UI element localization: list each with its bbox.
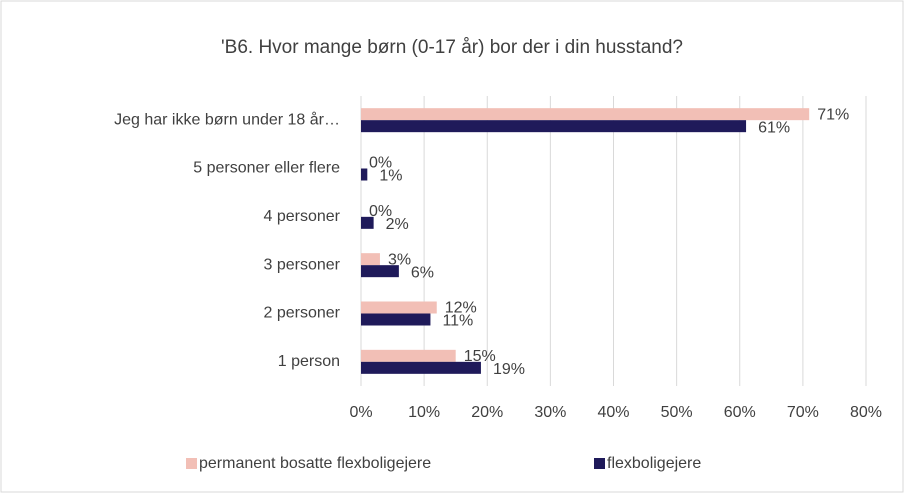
x-tick-label: 80% — [850, 404, 882, 421]
y-tick-label: Jeg har ikke børn under 18 år… — [114, 110, 340, 128]
y-tick-label: 3 personer — [264, 256, 341, 273]
legend-swatch — [594, 458, 605, 469]
bar — [361, 349, 456, 362]
bar — [361, 313, 431, 326]
x-tick-label: 60% — [724, 404, 756, 421]
legend-swatch — [186, 458, 197, 469]
x-tick-label: 50% — [661, 404, 693, 421]
chart-title: 'B6. Hvor mange børn (0-17 år) bor der i… — [221, 37, 683, 58]
y-tick-label: 2 personer — [264, 305, 341, 322]
bar — [361, 253, 380, 266]
bar — [361, 361, 481, 374]
legend-label: flexboligejere — [607, 455, 701, 472]
x-tick-label: 10% — [408, 404, 440, 421]
data-label: 12% — [445, 300, 477, 317]
data-label: 71% — [817, 106, 849, 123]
data-label: 19% — [493, 361, 525, 378]
x-tick-label: 70% — [787, 404, 819, 421]
x-tick-label: 30% — [534, 404, 566, 421]
x-tick-label: 0% — [349, 404, 372, 421]
bar — [361, 120, 747, 133]
y-tick-label: 5 personer eller flere — [193, 160, 340, 177]
x-tick-label: 20% — [471, 404, 503, 421]
y-tick-label: 4 personer — [264, 208, 341, 225]
data-label: 61% — [758, 119, 790, 136]
data-label: 6% — [411, 264, 434, 281]
data-label: 2% — [386, 216, 409, 233]
data-label: 3% — [388, 251, 411, 268]
legend-label: permanent bosatte flexboligejere — [199, 455, 431, 472]
data-label: 1% — [379, 168, 402, 185]
data-label: 11% — [442, 313, 473, 330]
bar — [361, 108, 810, 121]
x-tick-label: 40% — [597, 404, 629, 421]
bar — [361, 216, 374, 229]
data-label: 0% — [369, 155, 392, 172]
bar — [361, 301, 437, 314]
y-tick-label: 1 person — [278, 353, 340, 370]
data-label: 0% — [369, 203, 392, 220]
bar — [361, 168, 368, 181]
data-label: 15% — [464, 348, 496, 365]
bar — [361, 265, 399, 278]
